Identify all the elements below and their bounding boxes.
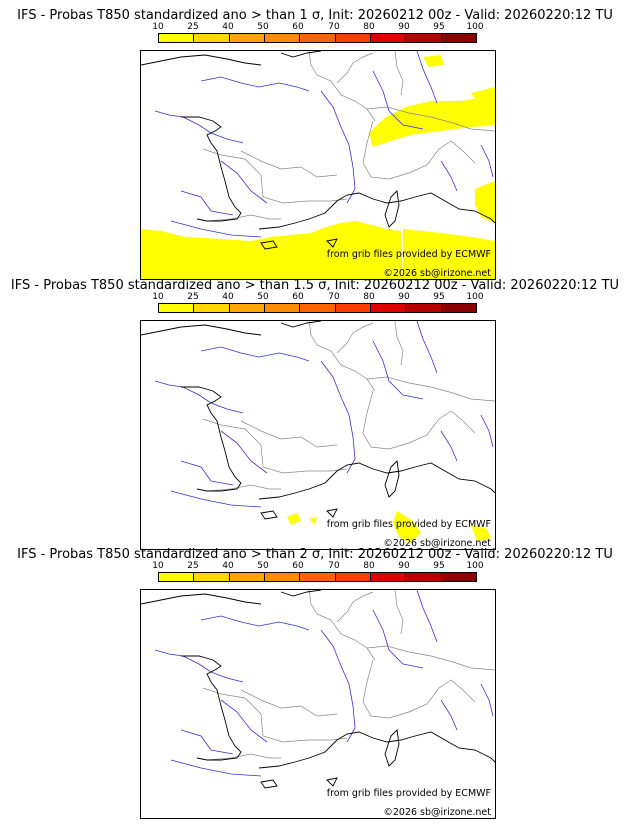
colorbar-tick: 60 <box>292 561 304 571</box>
credit-text: from grib files provided by ECMWF <box>326 519 491 530</box>
country-borders <box>202 590 495 761</box>
coastlines <box>141 321 495 520</box>
rivers <box>154 51 494 238</box>
panel-3: IFS - Probas T850 standardized ano > tha… <box>0 547 630 819</box>
colorbar-segment <box>194 304 230 312</box>
colorbar-tick: 10 <box>152 22 164 32</box>
colorbar-tick: 100 <box>466 22 484 32</box>
colorbar-tick: 40 <box>222 292 234 302</box>
colorbar-segment <box>335 304 371 312</box>
colorbar-tick: 60 <box>292 22 304 32</box>
probability-shading <box>287 511 491 543</box>
probability-map: from grib files provided by ECMWF ©2026 … <box>140 589 496 819</box>
colorbar-segment <box>194 573 230 581</box>
colorbar-segment <box>406 573 442 581</box>
colorbar-tick: 70 <box>328 22 340 32</box>
colorbar <box>158 572 477 582</box>
colorbar-tick: 10 <box>152 561 164 571</box>
colorbar-segment <box>300 304 336 312</box>
colorbar-tick: 40 <box>222 22 234 32</box>
colorbar-segment <box>406 304 442 312</box>
map-canvas <box>141 590 495 789</box>
colorbar-tick: 25 <box>187 22 199 32</box>
credit-text: from grib files provided by ECMWF <box>326 249 491 260</box>
rivers <box>154 321 494 508</box>
country-borders <box>202 321 495 492</box>
copyright-text: ©2026 sb@irizone.net <box>383 807 491 818</box>
colorbar-tick: 50 <box>257 561 269 571</box>
coastlines <box>141 590 495 789</box>
colorbar-tick: 60 <box>292 292 304 302</box>
colorbar-segment <box>229 304 265 312</box>
colorbar-ticks: 10 25 40 50 60 70 80 90 95 100 <box>152 292 483 302</box>
colorbar-tick: 50 <box>257 22 269 32</box>
probability-map: from grib files provided by ECMWF ©2026 … <box>140 50 496 280</box>
colorbar-segment <box>229 573 265 581</box>
colorbar-segment <box>441 304 476 312</box>
panel-title: IFS - Probas T850 standardized ano > tha… <box>17 547 613 562</box>
panel-2: IFS - Probas T850 standardized ano > tha… <box>0 278 630 550</box>
colorbar-segment <box>264 34 301 42</box>
colorbar-tick: 95 <box>433 561 445 571</box>
copyright-text: ©2026 sb@irizone.net <box>383 268 491 279</box>
colorbar-tick: 25 <box>187 561 199 571</box>
colorbar-segment <box>264 304 301 312</box>
colorbar-ticks: 10 25 40 50 60 70 80 90 95 100 <box>152 22 483 32</box>
colorbar-segment <box>335 573 371 581</box>
coastlines <box>141 51 495 250</box>
colorbar-tick: 100 <box>466 292 484 302</box>
colorbar-segment <box>300 34 336 42</box>
colorbar-tick: 10 <box>152 292 164 302</box>
copyright-text: ©2026 sb@irizone.net <box>383 538 491 549</box>
map-canvas <box>141 51 495 279</box>
colorbar-segment <box>370 573 407 581</box>
colorbar-segment <box>264 573 301 581</box>
colorbar-segment <box>229 34 265 42</box>
rivers <box>154 590 494 777</box>
colorbar-ticks: 10 25 40 50 60 70 80 90 95 100 <box>152 561 483 571</box>
colorbar-segment <box>406 34 442 42</box>
colorbar-tick: 95 <box>433 292 445 302</box>
probability-shading <box>141 55 495 279</box>
colorbar-tick: 80 <box>363 292 375 302</box>
colorbar-tick: 90 <box>398 22 410 32</box>
country-borders <box>202 51 495 222</box>
colorbar <box>158 33 477 43</box>
colorbar-tick: 95 <box>433 22 445 32</box>
colorbar-segment <box>370 34 407 42</box>
panel-title: IFS - Probas T850 standardized ano > tha… <box>17 8 613 23</box>
panel-1: IFS - Probas T850 standardized ano > tha… <box>0 8 630 280</box>
panel-title: IFS - Probas T850 standardized ano > tha… <box>10 278 620 293</box>
colorbar <box>158 303 477 313</box>
colorbar-segment <box>159 304 195 312</box>
colorbar-segment <box>370 304 407 312</box>
credit-text: from grib files provided by ECMWF <box>326 788 491 799</box>
colorbar-segment <box>441 34 476 42</box>
colorbar-tick: 90 <box>398 292 410 302</box>
colorbar-tick: 25 <box>187 292 199 302</box>
colorbar-tick: 80 <box>363 22 375 32</box>
colorbar-tick: 90 <box>398 561 410 571</box>
colorbar-segment <box>441 573 476 581</box>
probability-map: from grib files provided by ECMWF ©2026 … <box>140 320 496 550</box>
colorbar-segment <box>159 573 195 581</box>
colorbar-tick: 100 <box>466 561 484 571</box>
colorbar-segment <box>335 34 371 42</box>
colorbar-segment <box>300 573 336 581</box>
colorbar-tick: 70 <box>328 561 340 571</box>
colorbar-tick: 70 <box>328 292 340 302</box>
colorbar-segment <box>194 34 230 42</box>
colorbar-tick: 50 <box>257 292 269 302</box>
colorbar-tick: 40 <box>222 561 234 571</box>
colorbar-segment <box>159 34 195 42</box>
colorbar-tick: 80 <box>363 561 375 571</box>
map-canvas <box>141 321 495 543</box>
